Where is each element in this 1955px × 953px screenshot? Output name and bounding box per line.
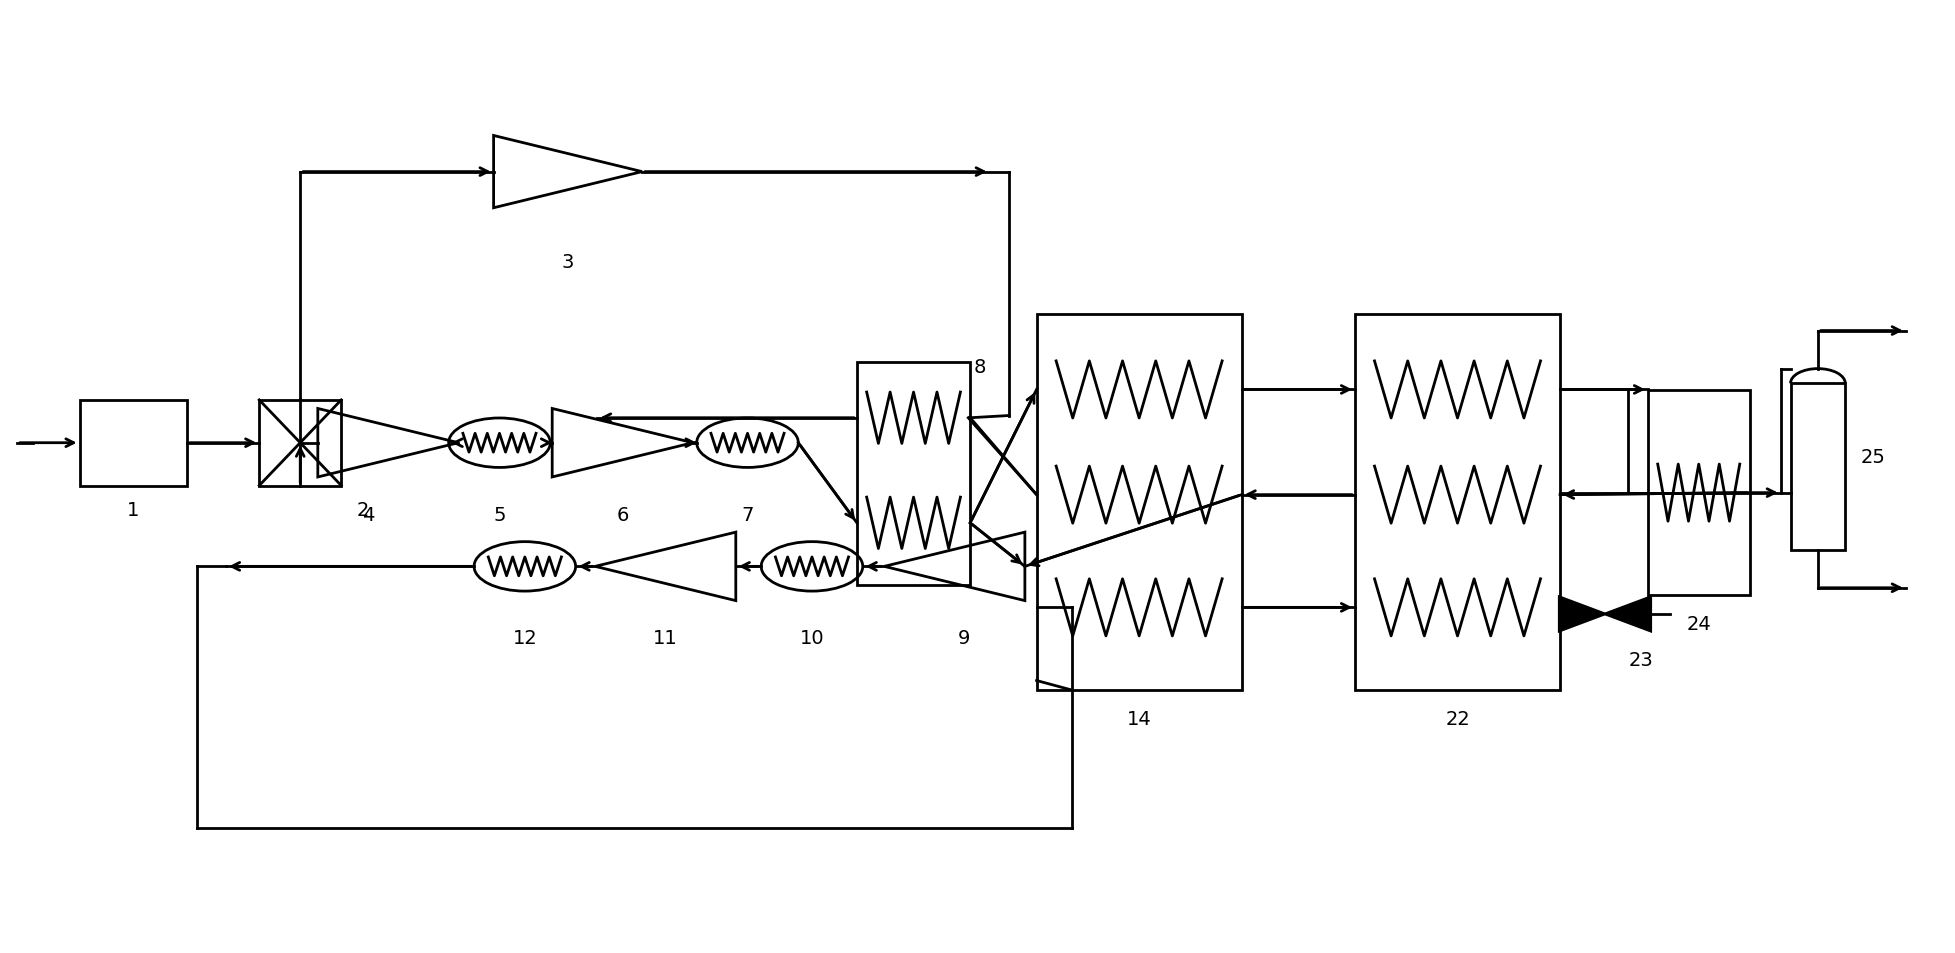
Bar <box>260 400 340 486</box>
Bar <box>856 362 970 586</box>
Bar <box>1355 314 1560 690</box>
Text: 3: 3 <box>561 253 573 273</box>
Text: 5: 5 <box>493 505 506 524</box>
Text: 2: 2 <box>356 500 369 519</box>
Polygon shape <box>1558 598 1605 632</box>
Text: 7: 7 <box>741 505 753 524</box>
Bar <box>1036 314 1241 690</box>
Text: 1: 1 <box>127 500 139 519</box>
Text: 23: 23 <box>1629 650 1652 669</box>
Text: 25: 25 <box>1859 448 1885 467</box>
Text: 8: 8 <box>974 357 985 376</box>
Bar <box>1648 391 1748 596</box>
Polygon shape <box>1605 598 1650 632</box>
Text: 6: 6 <box>616 505 628 524</box>
Text: 12: 12 <box>512 629 538 647</box>
Bar <box>80 400 188 486</box>
Text: 4: 4 <box>362 505 375 524</box>
Text: 11: 11 <box>653 629 678 647</box>
Bar <box>1789 384 1844 550</box>
Text: 22: 22 <box>1445 709 1468 728</box>
Text: 24: 24 <box>1685 615 1711 633</box>
Text: 14: 14 <box>1126 709 1151 728</box>
Text: 10: 10 <box>800 629 823 647</box>
Text: 9: 9 <box>958 629 970 647</box>
